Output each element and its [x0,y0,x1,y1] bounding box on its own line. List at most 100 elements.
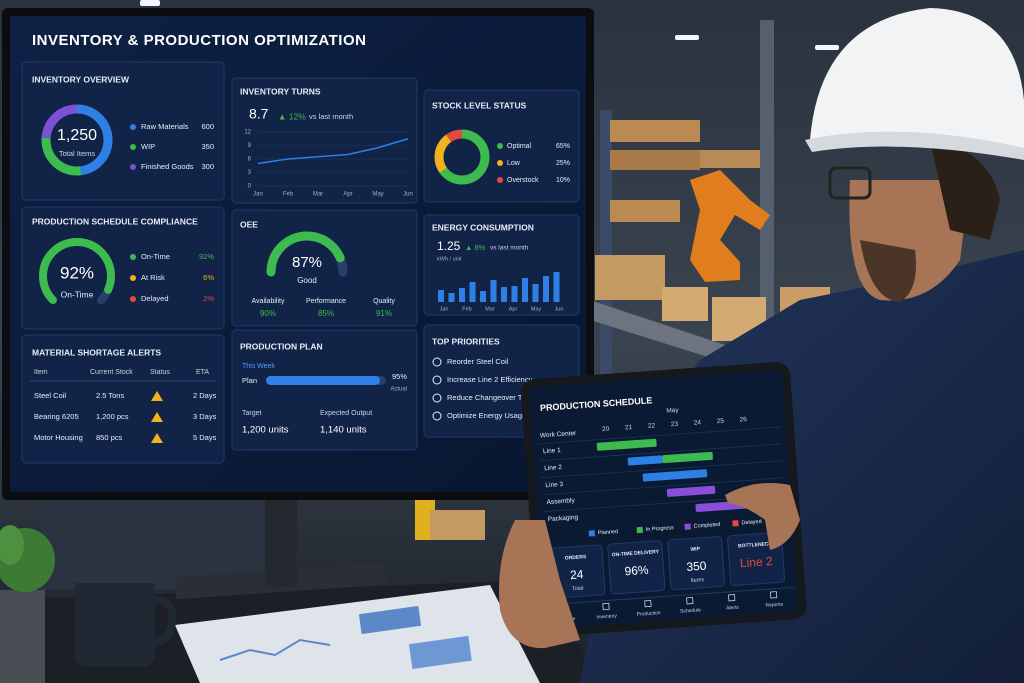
warehouse-background-shape [675,35,699,40]
nav-icon [644,599,652,608]
panel [231,209,418,327]
metric-name: Availability [252,298,285,305]
legend-name: Overstock [507,177,539,184]
legend-dot [497,160,503,166]
panel-title: ENERGY CONSUMPTION [432,222,534,232]
decorative-bar [448,293,455,302]
nav-icon [686,597,694,605]
schedule-row: Line 1 [543,447,562,455]
card-label: ON-TIME DELIVERY [612,549,660,558]
progress-label: 95% [392,372,407,381]
gauge-value [266,231,348,313]
legend-value: 65% [556,143,570,150]
decorative-bar [553,272,560,302]
x-tick-label: Apr [509,306,518,312]
legend-dot [130,124,136,130]
schedule-day: 20 [602,426,610,434]
table-stock: 850 pcs [96,433,123,442]
table-header: Status [150,369,170,376]
kpi-unit: kWh / unit [437,256,462,262]
nav-item: Schedule [680,607,701,614]
priority-item: Reorder Steel Coil [447,357,509,366]
metric-value: 85% [318,309,334,318]
panel-title: PRODUCTION SCHEDULE COMPLIANCE [32,216,198,226]
schedule-day: 24 [694,419,702,427]
legend-swatch [684,523,691,530]
legend-name: WIP [141,142,155,151]
legend-value: 350 [201,142,214,151]
x-tick-label: Apr [343,192,352,198]
legend-dot [497,143,503,149]
warehouse-background-shape [690,170,770,282]
legend-name: On-Time [141,252,170,261]
schedule-day: 23 [671,421,679,429]
legend-name: In Progress [646,525,675,533]
gantt-bar [596,438,657,451]
desk-shape [358,605,422,635]
progress-note: Actual [390,387,407,393]
x-tick-label: Jun [403,192,413,198]
decorative-bar [522,278,528,302]
panel-title: INVENTORY TURNS [240,86,321,96]
legend-value: 25% [556,160,570,167]
legend-name: Raw Materials [141,122,189,131]
warning-icon [151,391,163,401]
legend-name: Delayed [141,294,169,303]
nav-item: Inventory [596,613,617,620]
legend-dot [130,144,136,150]
schedule-day: 21 [625,424,633,432]
legend-dot [130,296,136,302]
warehouse-background-shape [140,0,160,6]
donut-segment [434,129,490,185]
metric-value: 90% [260,309,276,318]
y-tick-label: 12 [244,130,251,136]
y-tick-label: 0 [248,184,252,190]
nav-icon [602,602,610,611]
x-tick-label: Jan [253,192,263,198]
x-tick-label: Jan [440,306,449,312]
schedule-rule [539,443,782,462]
panel-title: STOCK LEVEL STATUS [432,100,527,110]
card-value: Line 2 [739,554,773,570]
priority-icon [432,357,442,367]
decorative-bar [532,284,539,302]
kpi-change: ▲ 8% [465,243,486,252]
table-header: Item [34,369,48,376]
hands [499,482,800,649]
legend-name: Completed [693,522,720,530]
schedule-row: Line 2 [544,464,563,472]
legend-name: Low [507,160,521,167]
nav-icon [728,594,736,602]
priority-item: Optimize Energy Usage [447,411,526,420]
priority-icon [432,393,442,403]
card-label: WIP [690,546,701,553]
progress-bar [266,376,380,385]
table-header: ETA [196,369,209,376]
desk-shape [219,638,331,661]
warning-icon [151,433,163,443]
legend-swatch [588,530,596,537]
metric-value: 91% [376,309,392,318]
metric-name: Performance [306,298,346,305]
expected-label: Expected Output [320,410,372,417]
card-note: Total [572,586,584,593]
legend-dot [130,275,136,281]
table-item: Motor Housing [34,433,83,442]
target-label: Target [242,410,262,417]
plan-period: This Week [242,363,275,370]
legend-swatch [732,520,739,527]
legend-name: Finished Goods [141,162,194,171]
x-tick-label: Feb [462,306,471,312]
kpi-value: 1.25 [437,239,461,253]
legend-swatch [636,526,643,534]
schedule-day: 22 [648,422,656,430]
panel-title: OEE [240,219,258,229]
panel [21,206,225,330]
donut-segment [434,129,490,185]
legend-name: At Risk [141,273,165,282]
card-label: ORDERS [565,554,587,562]
decorative-bar [480,291,486,302]
priority-icon [432,411,442,421]
